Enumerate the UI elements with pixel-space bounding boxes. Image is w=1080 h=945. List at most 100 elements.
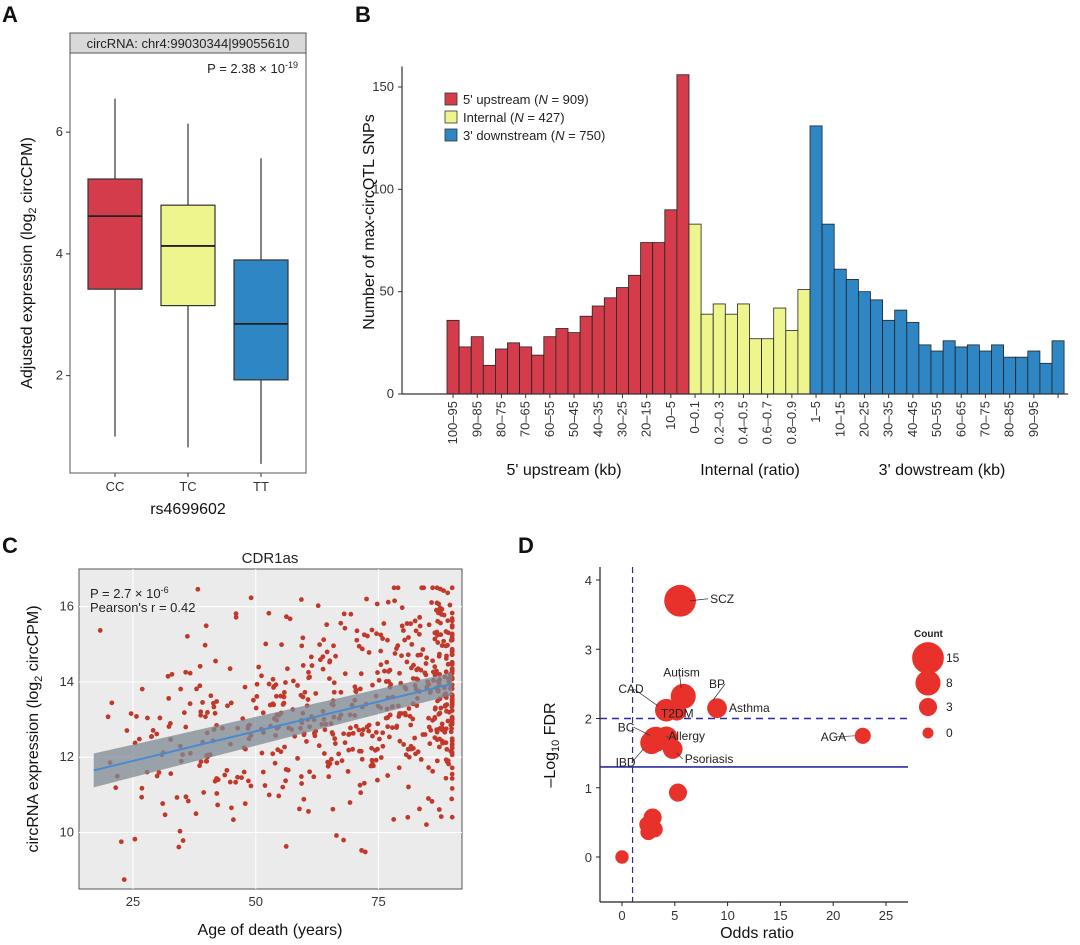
bar bbox=[543, 336, 557, 395]
box-tc bbox=[160, 204, 216, 307]
y-axis-label-d: –Log10 FDR bbox=[542, 702, 562, 787]
bar bbox=[894, 309, 908, 395]
scatter-point bbox=[413, 628, 419, 634]
scatter-point bbox=[316, 743, 322, 749]
scatter-point bbox=[439, 643, 445, 648]
scatter-point bbox=[346, 747, 352, 753]
bar bbox=[845, 278, 859, 395]
y-tick-label: 12 bbox=[60, 749, 74, 764]
scatter-point bbox=[266, 610, 272, 616]
bubble-label: BC bbox=[618, 720, 635, 734]
scatter-point bbox=[381, 621, 387, 626]
scatter-point bbox=[118, 839, 124, 845]
scatter-point bbox=[198, 759, 204, 765]
scatter-point bbox=[385, 599, 391, 605]
x-tick-label: 0.4–0.5 bbox=[735, 401, 750, 444]
scatter-point bbox=[366, 722, 372, 728]
x-tick-label: 90–85 bbox=[469, 401, 484, 437]
panel-d-label: D bbox=[518, 533, 534, 558]
x-tick-label: TT bbox=[253, 479, 269, 494]
scatter-point bbox=[331, 643, 336, 649]
bubble-label: Asthma bbox=[729, 701, 770, 715]
scatter-point bbox=[396, 765, 402, 771]
x-tick-label: 50–45 bbox=[566, 401, 581, 437]
scatter-point bbox=[421, 585, 427, 591]
scatter-point bbox=[449, 776, 455, 781]
scatter-point bbox=[449, 700, 455, 706]
scatter-point bbox=[430, 658, 435, 664]
scatter-point bbox=[211, 704, 217, 710]
bar bbox=[942, 340, 956, 395]
y-tick-label: 100 bbox=[372, 181, 394, 196]
scatter-point bbox=[167, 721, 173, 726]
scatter-point bbox=[279, 642, 284, 648]
scatter-point bbox=[417, 806, 422, 812]
panel-c: C CDR1as 10 12 14 16 25 50 75 P = 2.7 × 10-6 P… bbox=[2, 533, 463, 939]
scatter-point bbox=[359, 646, 365, 652]
scatter-point bbox=[299, 643, 305, 649]
legend-item-upstream: 5' upstream (N = 909) bbox=[463, 92, 589, 107]
bubble-point bbox=[664, 584, 696, 617]
scatter-point bbox=[436, 807, 442, 812]
scatter-point bbox=[449, 661, 455, 667]
y-tick-label: 4 bbox=[56, 246, 63, 261]
bar bbox=[991, 344, 1005, 395]
y-tick-label: 50 bbox=[380, 284, 394, 299]
scatter-point bbox=[105, 714, 111, 720]
scatter-point bbox=[445, 661, 451, 667]
scatter-point bbox=[432, 705, 438, 711]
scatter-point bbox=[139, 785, 145, 791]
scatter-point bbox=[195, 586, 201, 592]
scatter-point bbox=[354, 637, 360, 643]
x-tick-label: 10–5 bbox=[663, 401, 678, 430]
scatter-point bbox=[260, 769, 266, 775]
scatter-point bbox=[197, 763, 202, 769]
scatter-point bbox=[229, 805, 234, 811]
scatter-point bbox=[378, 755, 384, 760]
group-label-downstream: 3' dowstream (kb) bbox=[879, 462, 1006, 479]
scatter-point bbox=[372, 747, 378, 753]
scatter-point bbox=[405, 652, 411, 658]
scatter-point bbox=[162, 812, 168, 818]
scatter-point bbox=[330, 806, 336, 812]
scatter-point bbox=[169, 671, 175, 677]
scatter-point bbox=[183, 794, 189, 800]
scatter-point bbox=[322, 727, 328, 733]
scatter-point bbox=[165, 673, 171, 679]
scatter-point bbox=[394, 725, 399, 730]
scatter-point bbox=[338, 689, 344, 695]
scatter-point bbox=[422, 732, 428, 737]
scatter-point bbox=[439, 721, 445, 727]
bar bbox=[785, 330, 799, 395]
scatter-point bbox=[406, 784, 411, 790]
scatter-point bbox=[342, 625, 348, 631]
scatter-point bbox=[278, 749, 284, 755]
scatter-point bbox=[298, 597, 304, 602]
label-connector bbox=[676, 752, 683, 760]
scatter-point bbox=[361, 780, 367, 786]
scatter-point bbox=[271, 702, 277, 708]
bar bbox=[616, 287, 629, 395]
scatter-point bbox=[309, 663, 315, 668]
scatter-point bbox=[375, 777, 380, 783]
bar bbox=[724, 313, 738, 395]
x-tick-label: 50–55 bbox=[929, 401, 944, 437]
scatter-point bbox=[336, 751, 342, 757]
legend-d: 15 8 3 0 bbox=[912, 642, 960, 740]
scatter-point bbox=[424, 655, 430, 661]
bar bbox=[519, 346, 533, 395]
scatter-point bbox=[341, 731, 347, 737]
scatter-point bbox=[411, 662, 416, 668]
bar bbox=[482, 364, 496, 395]
scatter-point bbox=[391, 585, 397, 591]
bar bbox=[458, 346, 472, 395]
scatter-point bbox=[281, 694, 287, 700]
scatter-point bbox=[383, 715, 389, 721]
scatter-point bbox=[330, 731, 336, 737]
bar bbox=[652, 242, 666, 395]
scatter-point bbox=[113, 785, 119, 791]
scatter-point bbox=[434, 737, 440, 743]
y-tick-label: 2 bbox=[585, 712, 592, 727]
scatter-point bbox=[443, 757, 449, 763]
scatter-point bbox=[345, 769, 351, 774]
